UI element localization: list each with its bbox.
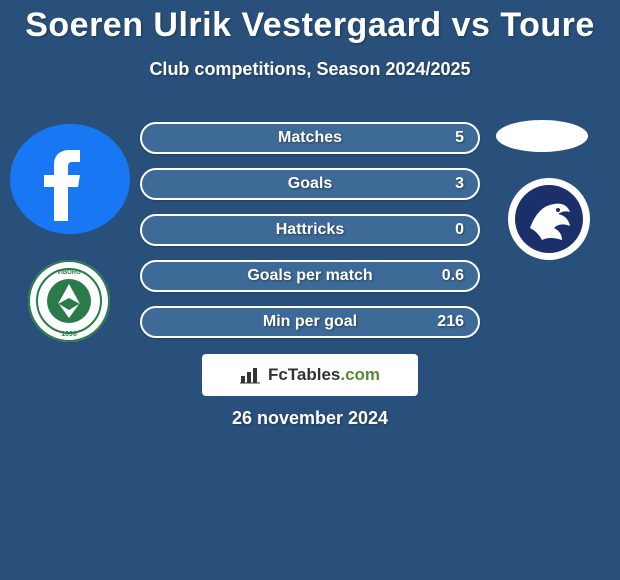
stat-label: Hattricks	[276, 221, 344, 239]
stat-row-hattricks: Hattricks 0	[140, 214, 480, 246]
branding-main: FcTables	[268, 365, 340, 384]
stat-right-value: 216	[437, 313, 464, 331]
page-title: Soeren Ulrik Vestergaard vs Toure	[0, 0, 620, 45]
branding-suffix: .com	[340, 365, 380, 384]
infographic-date: 26 november 2024	[0, 408, 620, 429]
stat-row-min-per-goal: Min per goal 216	[140, 306, 480, 338]
branding-text: FcTables.com	[268, 365, 380, 385]
stat-row-goals: Goals 3	[140, 168, 480, 200]
facebook-icon	[10, 124, 130, 234]
player-left-photo	[10, 124, 130, 234]
crest-left: VIBORG 1896	[28, 260, 110, 342]
page-subtitle: Club competitions, Season 2024/2025	[0, 59, 620, 80]
stat-right-value: 0.6	[442, 267, 464, 285]
stat-label: Matches	[278, 129, 342, 147]
stat-right-value: 5	[455, 129, 464, 147]
viborg-crest-icon: VIBORG 1896	[28, 260, 110, 342]
player-right-photo	[496, 120, 588, 152]
crest-right	[508, 178, 590, 260]
stat-label: Goals	[288, 175, 332, 193]
bar-chart-icon	[240, 366, 262, 384]
stat-right-value: 3	[455, 175, 464, 193]
svg-text:1896: 1896	[61, 331, 77, 338]
stat-row-goals-per-match: Goals per match 0.6	[140, 260, 480, 292]
svg-text:VIBORG: VIBORG	[57, 270, 81, 276]
stats-container: Matches 5 Goals 3 Hattricks 0 Goals per …	[140, 122, 480, 338]
stat-label: Goals per match	[247, 267, 372, 285]
stat-label: Min per goal	[263, 313, 357, 331]
randers-crest-icon	[508, 178, 590, 260]
stat-row-matches: Matches 5	[140, 122, 480, 154]
stat-right-value: 0	[455, 221, 464, 239]
branding-box: FcTables.com	[202, 354, 418, 396]
